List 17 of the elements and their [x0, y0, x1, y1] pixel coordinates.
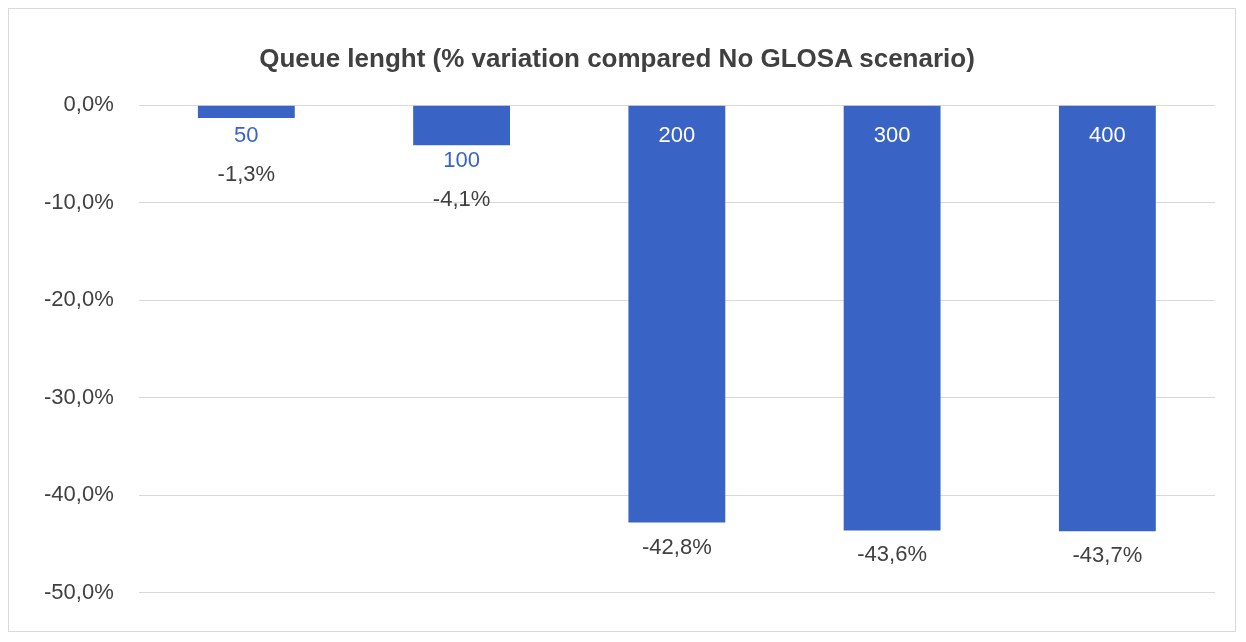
data-label: -43,7% [1072, 542, 1143, 568]
y-tick-label: -40,0% [43, 481, 114, 507]
data-label: -42,8% [641, 533, 712, 559]
y-tick-label: -50,0% [43, 578, 114, 604]
y-tick-label: -20,0% [43, 286, 114, 312]
y-tick-label: 0,0% [63, 91, 114, 117]
x-tick-label: 100 [443, 147, 480, 173]
chart-title: Queue lenght (% variation compared No GLOSA scenario) [259, 42, 975, 73]
x-tick-label: 200 [658, 121, 696, 147]
x-tick-label: 300 [873, 121, 911, 147]
x-tick-label: 400 [1089, 121, 1126, 147]
y-tick-label: -10,0% [43, 188, 114, 214]
y-tick-label: -30,0% [43, 383, 114, 409]
data-label: -4,1% [432, 186, 491, 212]
data-label: -1,3% [217, 160, 276, 186]
x-tick-label: 50 [234, 121, 259, 147]
data-label: -43,6% [857, 541, 927, 567]
